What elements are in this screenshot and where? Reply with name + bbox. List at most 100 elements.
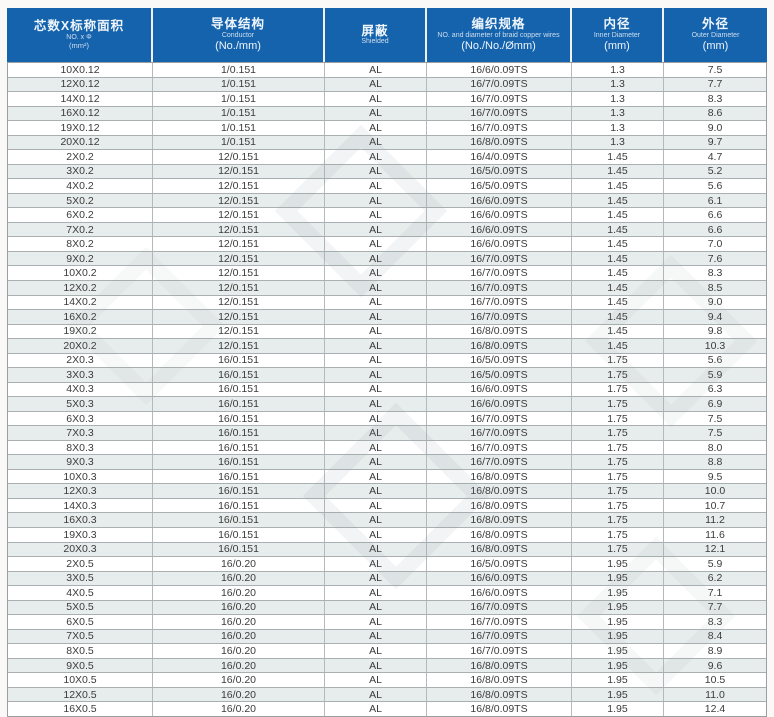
table-row: 12X0.12 1/0.151 AL 16/7/0.09TS 1.3 7.7 [8, 77, 766, 93]
table-row: 12X0.5 16/0.20 AL 16/8/0.09TS 1.95 11.0 [8, 687, 766, 703]
table-cell: 16/0.151 [153, 484, 325, 498]
table-cell: 19X0.2 [8, 324, 153, 339]
table-cell: AL [325, 513, 427, 527]
table-cell: 14X0.3 [8, 498, 153, 513]
table-cell: 5.2 [707, 165, 723, 178]
table-cell: 5.6 [707, 354, 723, 367]
table-row: 16X0.12 1/0.151 AL 16/7/0.09TS 1.3 8.6 [8, 106, 766, 122]
table-cell: 1.95 [572, 615, 664, 629]
table-cell: 1.45 [572, 295, 664, 310]
table-row: 10X0.5 16/0.20 AL 16/8/0.09TS 1.95 10.5 [8, 673, 766, 688]
table-cell: AL [325, 135, 427, 150]
table-cell: 16/8/0.09TS [427, 513, 572, 527]
table-cell: 1.95 [572, 658, 664, 673]
header-en-label: Inner Diameter [593, 31, 641, 39]
table-cell: 10X0.3 [8, 469, 153, 484]
header-zh-label: 外径 [701, 17, 729, 32]
table-cell: 3X0.5 [8, 571, 153, 586]
table-cell: AL [325, 600, 427, 615]
table-cell: 12/0.151 [153, 208, 325, 222]
table-cell: 10X0.5 [8, 673, 153, 687]
table-cell: 1.45 [572, 208, 664, 222]
table-cell: 16/0.151 [153, 498, 325, 513]
table-cell: 16/0.151 [153, 528, 325, 542]
table-row: 3X0.2 12/0.151 AL 16/5/0.09TS 1.45 5.2 [8, 164, 766, 180]
table-row: 6X0.5 16/0.20 AL 16/7/0.09TS 1.95 8.3 [8, 615, 766, 630]
table-cell: 6X0.3 [8, 411, 153, 426]
table-cell: 16/6/0.09TS [427, 571, 572, 586]
table-cell: 11.0 [705, 688, 725, 701]
table-cell: 1/0.151 [153, 106, 325, 121]
table-cell: 2X0.2 [8, 150, 153, 164]
header-unit-label: (No./mm) [215, 39, 261, 52]
table-cell: 8.3 [707, 615, 723, 628]
table-cell: 16/0.151 [153, 353, 325, 368]
table-cell: 8.5 [707, 281, 723, 294]
table-cell: 20X0.3 [8, 542, 153, 557]
table-cell: 16/0.20 [153, 571, 325, 586]
table-cell: 12/0.151 [153, 295, 325, 310]
table-cell: 16/0.20 [153, 673, 325, 687]
table-cell: 16/6/0.09TS [427, 63, 572, 77]
table-row: 6X0.2 12/0.151 AL 16/6/0.09TS 1.45 6.6 [8, 208, 766, 223]
header-zh-label: 内径 [603, 17, 631, 32]
table-cell: 16/7/0.09TS [427, 251, 572, 266]
table-cell: 1.75 [572, 440, 664, 455]
table-cell: AL [325, 644, 427, 658]
table-row: 3X0.3 16/0.151 AL 16/5/0.09TS 1.75 5.9 [8, 368, 766, 383]
table-cell: 16/4/0.09TS [427, 150, 572, 164]
table-cell: 8.0 [707, 441, 723, 454]
table-cell: 1.95 [572, 687, 664, 702]
table-cell: 12X0.5 [8, 687, 153, 702]
header-unit-label: (No./No./Ømm) [461, 39, 536, 52]
table-row: 19X0.12 1/0.151 AL 16/7/0.09TS 1.3 9.0 [8, 121, 766, 136]
table-cell: 16/7/0.09TS [427, 455, 572, 469]
table-cell: 16/7/0.09TS [427, 600, 572, 615]
table-row: 12X0.2 12/0.151 AL 16/7/0.09TS 1.45 8.5 [8, 280, 766, 296]
header-unit-label: (mm²) [69, 40, 89, 50]
table-row: 14X0.2 12/0.151 AL 16/7/0.09TS 1.45 9.0 [8, 295, 766, 311]
table-cell: AL [325, 368, 427, 382]
table-cell: AL [325, 426, 427, 440]
table-cell: AL [325, 339, 427, 353]
header-en-label: Shielded [361, 38, 389, 46]
table-cell: 1/0.151 [153, 135, 325, 150]
table-cell: 16/0.151 [153, 469, 325, 484]
table-cell: 16X0.5 [8, 702, 153, 716]
table-cell: AL [325, 469, 427, 484]
table-cell: 1.45 [572, 193, 664, 208]
table-cell: AL [325, 237, 427, 251]
table-cell: AL [325, 411, 427, 426]
table-cell: 8X0.3 [8, 440, 153, 455]
table-cell: 5X0.2 [8, 193, 153, 208]
table-cell: 8.9 [707, 645, 723, 658]
table-row: 6X0.3 16/0.151 AL 16/7/0.09TS 1.75 7.5 [8, 411, 766, 427]
table-cell: AL [325, 397, 427, 411]
table-row: 16X0.3 16/0.151 AL 16/8/0.09TS 1.75 11.2 [8, 513, 766, 528]
table-cell: 6X0.5 [8, 615, 153, 629]
table-cell: 5X0.5 [8, 600, 153, 615]
table-cell: 1.45 [572, 324, 664, 339]
table-cell: 1.3 [572, 135, 664, 150]
table-cell: 8.3 [707, 267, 723, 280]
table-cell: 16/0.151 [153, 411, 325, 426]
table-cell: 11.6 [705, 528, 725, 541]
table-cell: 16/7/0.09TS [427, 644, 572, 658]
table-cell: 4X0.2 [8, 179, 153, 193]
table-cell: AL [325, 106, 427, 121]
table-cell: AL [325, 528, 427, 542]
table-cell: 12/0.151 [153, 164, 325, 179]
table-cell: 1/0.151 [153, 77, 325, 92]
header-unit-label: (mm) [702, 39, 729, 52]
table-row: 5X0.5 16/0.20 AL 16/7/0.09TS 1.95 7.7 [8, 600, 766, 616]
table-cell: 16/5/0.09TS [427, 164, 572, 179]
table-cell: 16/0.20 [153, 658, 325, 673]
table-cell: 1.75 [572, 469, 664, 484]
table-cell: 1.75 [572, 426, 664, 440]
table-cell: 16/7/0.09TS [427, 411, 572, 426]
header-col-outer-diameter: 外径 Outer Diameter (mm) [664, 8, 767, 62]
table-cell: AL [325, 484, 427, 498]
header-col-shielded: 屏蔽 Shielded [325, 8, 427, 62]
table-cell: 1.75 [572, 397, 664, 411]
table-cell: 16X0.2 [8, 310, 153, 324]
